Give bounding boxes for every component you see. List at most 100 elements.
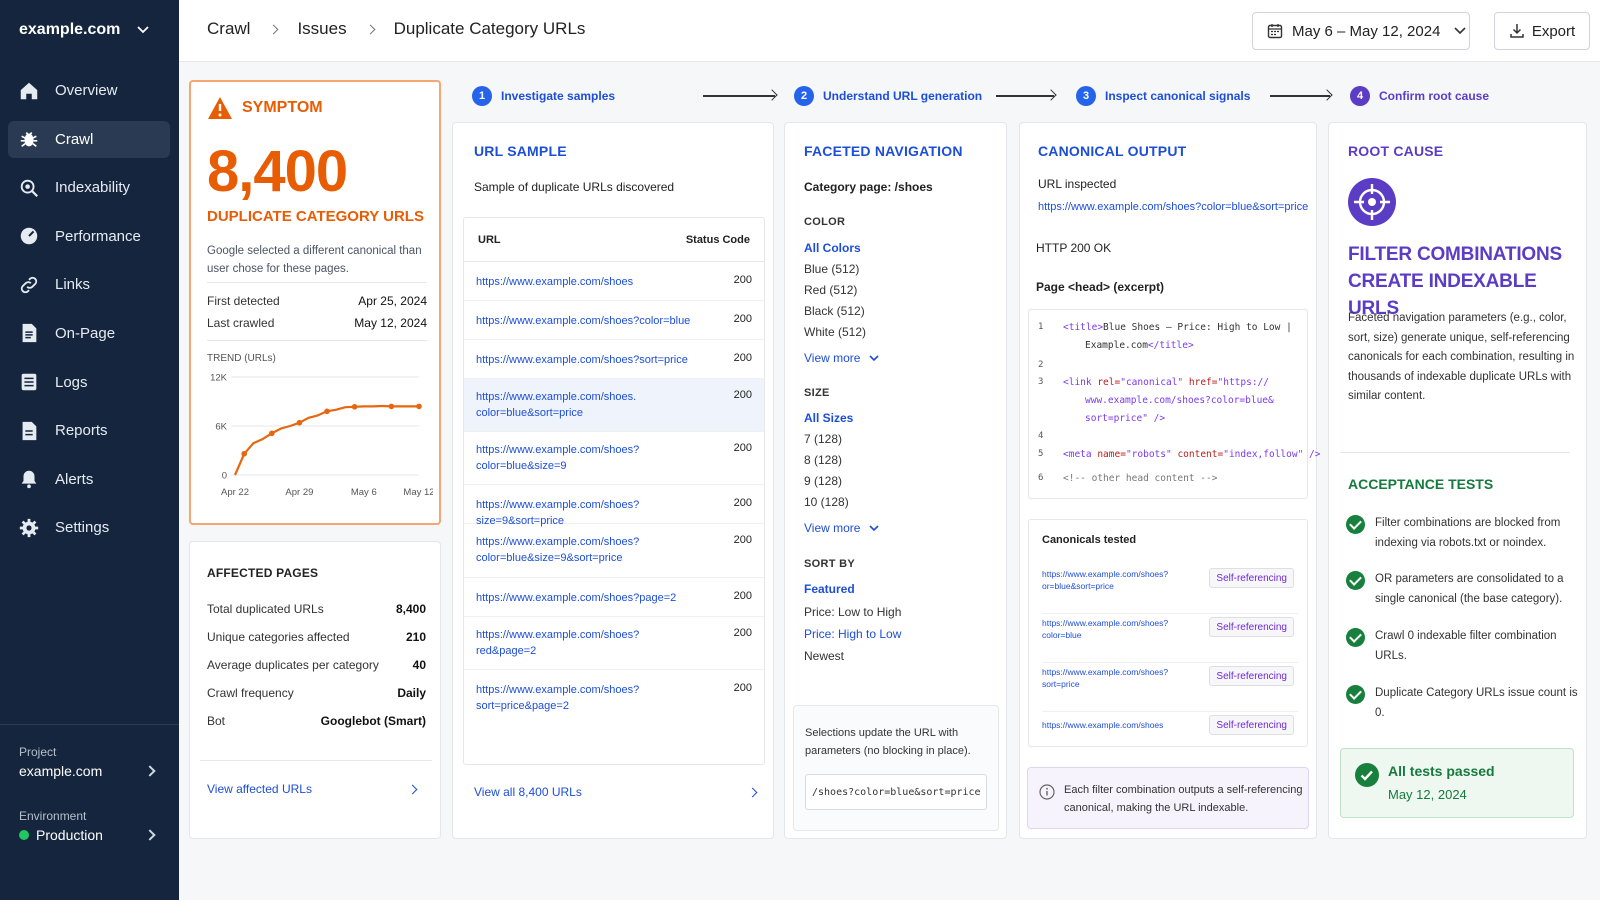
row-label: Unique categories affected [207, 630, 350, 644]
url-inspected-value[interactable]: https://www.example.com/shoes?color=blue… [1038, 201, 1309, 213]
row-url[interactable]: https://www.example.com/shoes?sort=price [476, 354, 688, 366]
row-url[interactable]: https://www.example.com/shoes?size=9&sor… [476, 499, 640, 527]
x-tick-label: Apr 22 [221, 487, 249, 498]
facet-option[interactable]: All Sizes [804, 411, 854, 425]
sort-option[interactable]: Price: High to Low [804, 627, 902, 641]
facet-option[interactable]: 9 (128) [804, 474, 843, 488]
facet-option[interactable]: All Colors [804, 241, 861, 255]
sidebar-item-label: Links [55, 276, 91, 294]
sidebar-item-crawl[interactable]: Crawl [8, 120, 170, 158]
size-facet-label: SIZE [804, 387, 830, 399]
symptom-count: 8,400 [207, 139, 348, 204]
canonical-row: https://www.example.com/shoes? or=blue&s… [1042, 568, 1298, 614]
divider [207, 340, 427, 341]
step-4[interactable]: 4 Confirm root cause [1350, 86, 1489, 106]
check-circle-icon [1346, 571, 1365, 590]
table-row[interactable]: https://www.example.com/shoes? color=blu… [464, 432, 764, 485]
sort-option[interactable]: Price: Low to High [804, 605, 902, 619]
last-crawled-row: Last crawled May 12, 2024 [207, 316, 427, 330]
canonical-url[interactable]: https://www.example.com/shoes? color=blu… [1042, 618, 1169, 640]
facet-option[interactable]: 7 (128) [804, 432, 843, 446]
canonical-url[interactable]: https://www.example.com/shoes [1042, 720, 1164, 730]
arrow-right-icon [996, 95, 1054, 97]
row-url[interactable]: https://www.example.com/shoes? red&page=… [476, 629, 640, 657]
root-cause-description: Faceted navigation parameters (e.g., col… [1348, 312, 1575, 402]
page-title: Duplicate Category URLs [393, 19, 586, 38]
col-status: Status Code [685, 233, 750, 246]
sidebar-item-links[interactable]: Links [8, 266, 170, 303]
code-href-2: www.example.com/shoes?color=blue& [1085, 395, 1274, 406]
facet-option[interactable]: Blue (512) [804, 262, 860, 276]
row-url[interactable]: https://www.example.com/shoes?color=blue [476, 315, 691, 327]
row-url[interactable]: https://www.example.com/shoes? color=blu… [476, 444, 640, 472]
facet-option[interactable]: Black (512) [804, 304, 865, 318]
project-switcher[interactable]: example.com [19, 763, 102, 779]
sidebar-item-alerts[interactable]: Alerts [8, 461, 170, 498]
facet-note-code: /shoes?color=blue&sort=price [805, 774, 987, 810]
facet-option[interactable]: 8 (128) [804, 453, 843, 467]
canonical-url[interactable]: https://www.example.com/shoes? or=blue&s… [1042, 569, 1169, 591]
last-crawled-label: Last crawled [207, 316, 275, 330]
step-label: Investigate samples [501, 89, 616, 103]
chevron-right-icon [144, 765, 156, 777]
sidebar-item-overview[interactable]: Overview [8, 72, 170, 109]
view-affected-urls-link[interactable]: View affected URLs [207, 782, 426, 796]
http-status: HTTP 200 OK [1036, 241, 1112, 255]
environment-switcher[interactable]: Production [19, 827, 103, 843]
canonical-info-text: Each filter combination outputs a self-r… [1064, 784, 1303, 814]
table-row[interactable]: https://www.example.com/shoes 200 [464, 262, 764, 301]
table-row[interactable]: https://www.example.com/shoes?sort=price… [464, 340, 764, 379]
date-range-picker[interactable]: May 6 – May 12, 2024 [1252, 12, 1470, 50]
test-text: OR parameters are consolidated to a sing… [1375, 573, 1564, 605]
facet-option[interactable]: 10 (128) [804, 495, 849, 509]
sidebar-item-indexability[interactable]: Indexability [8, 169, 170, 206]
row-url[interactable]: https://www.example.com/shoes? color=blu… [476, 536, 640, 564]
table-row[interactable]: https://www.example.com/shoes?page=2 200 [464, 578, 764, 617]
table-row[interactable]: https://www.example.com/shoes. color=blu… [464, 379, 764, 432]
canonical-url[interactable]: https://www.example.com/shoes? sort=pric… [1042, 667, 1169, 689]
row-url[interactable]: https://www.example.com/shoes. color=blu… [476, 391, 637, 419]
step-3[interactable]: 3 Inspect canonical signals [1076, 86, 1250, 106]
table-row[interactable]: https://www.example.com/shoes? color=blu… [464, 524, 764, 578]
chevron-right-icon [747, 787, 758, 797]
view-more-colors[interactable]: View more [804, 351, 880, 365]
row-url[interactable]: https://www.example.com/shoes?page=2 [476, 592, 677, 604]
view-more-sizes[interactable]: View more [804, 521, 880, 535]
sort-option[interactable]: Newest [804, 649, 845, 663]
sidebar-item-reports[interactable]: Reports [8, 412, 170, 449]
chevron-down-icon [869, 524, 880, 531]
view-more-label: View more [804, 521, 861, 535]
site-switcher[interactable]: example.com [19, 18, 149, 42]
export-button[interactable]: Export [1494, 12, 1590, 50]
faceted-title: FACETED NAVIGATION [804, 143, 963, 159]
sidebar-item-label: Logs [55, 373, 88, 391]
facet-option[interactable]: Red (512) [804, 283, 858, 297]
trend-point [324, 408, 330, 415]
sidebar-item-on-page[interactable]: On-Page [8, 315, 170, 352]
table-row[interactable]: https://www.example.com/shoes?color=blue… [464, 301, 764, 340]
table-row[interactable]: https://www.example.com/shoes?size=9&sor… [464, 485, 764, 527]
link-label: View affected URLs [207, 782, 312, 796]
row-url[interactable]: https://www.example.com/shoes [476, 276, 634, 288]
row-url[interactable]: https://www.example.com/shoes?sort=price… [476, 684, 640, 712]
breadcrumb-crawl[interactable]: Crawl [207, 19, 251, 38]
view-all-urls-link[interactable]: View all 8,400 URLs [474, 785, 758, 799]
breadcrumb-issues[interactable]: Issues [297, 19, 347, 38]
table-row[interactable]: https://www.example.com/shoes?sort=price… [464, 670, 764, 714]
first-detected-label: First detected [207, 294, 280, 308]
facet-option[interactable]: White (512) [804, 325, 867, 339]
step-2[interactable]: 2 Understand URL generation [794, 86, 982, 106]
sidebar-item-performance[interactable]: Performance [8, 218, 170, 255]
step-1[interactable]: 1 Investigate samples [472, 86, 615, 106]
sidebar-item-logs[interactable]: Logs [8, 364, 170, 401]
table-row[interactable]: https://www.example.com/shoes? red&page=… [464, 617, 764, 670]
row-status: 200 [733, 352, 752, 364]
gauge-icon [20, 228, 38, 245]
acceptance-test: OR parameters are consolidated to a sing… [1346, 570, 1578, 609]
sidebar-item-settings[interactable]: Settings [8, 509, 170, 546]
sort-option[interactable]: Featured [804, 582, 855, 596]
y-tick-label: 6K [215, 422, 227, 433]
passed-label: All tests passed [1388, 763, 1495, 779]
divider [200, 760, 432, 761]
canonical-row: https://www.example.com/shoes? color=blu… [1042, 617, 1298, 663]
